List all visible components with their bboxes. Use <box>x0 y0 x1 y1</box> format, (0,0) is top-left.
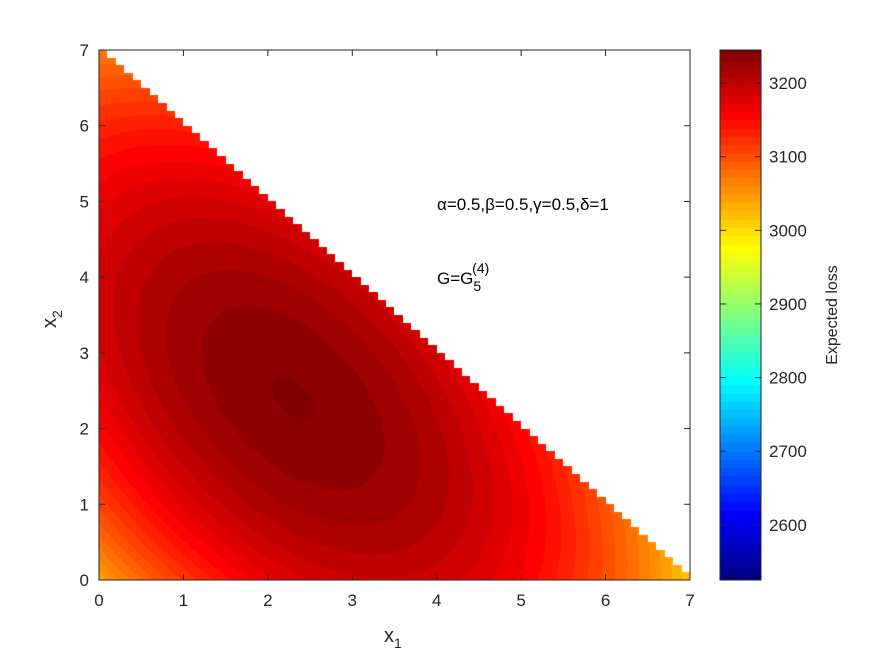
colorbar-label: Expected loss <box>824 265 841 365</box>
colorbar-tick-label: 3200 <box>769 74 807 93</box>
x-tick-label: 4 <box>432 591 441 610</box>
heatmap-surface <box>99 50 690 580</box>
y-tick-label: 0 <box>80 571 89 590</box>
x-tick-label: 6 <box>601 591 610 610</box>
x-tick-label: 1 <box>179 591 188 610</box>
colorbar-gradient <box>720 50 761 580</box>
x-tick-label: 0 <box>94 591 103 610</box>
x-tick-label: 7 <box>685 591 694 610</box>
parameter-annotation: α=0.5,β=0.5,γ=0.5,δ=1 <box>437 195 609 214</box>
y-tick-label: 7 <box>80 41 89 60</box>
plot-frame <box>98 49 691 581</box>
colorbar: 2600 2700 2800 2900 3000 3100 3200 Expected lo… <box>719 49 841 581</box>
colorbar-tick-label: 2700 <box>769 442 807 461</box>
colorbar-tick-label: 3100 <box>769 148 807 167</box>
colorbar-frame <box>719 49 762 581</box>
colorbar-tick-label: 2900 <box>769 295 807 314</box>
y-tick-label: 6 <box>80 117 89 136</box>
x-axis: 0 1 2 3 4 5 6 7 <box>94 50 695 610</box>
colorbar-ticks: 2600 2700 2800 2900 3000 3100 3200 <box>720 74 807 535</box>
y-tick-label: 5 <box>80 192 89 211</box>
x-axis-label: x1 <box>384 625 402 651</box>
colorbar-tick-label: 2600 <box>769 516 807 535</box>
y-tick-label: 3 <box>80 344 89 363</box>
y-tick-label: 4 <box>80 268 89 287</box>
x-tick-label: 2 <box>263 591 272 610</box>
x-tick-label: 5 <box>516 591 525 610</box>
g-annotation: G=G5(4) <box>437 260 489 294</box>
y-axis: 0 1 2 3 4 5 6 7 <box>80 41 690 590</box>
y-tick-label: 2 <box>80 420 89 439</box>
colorbar-tick-label: 2800 <box>769 369 807 388</box>
x-tick-label: 3 <box>348 591 357 610</box>
heatmap-layer <box>99 50 690 580</box>
y-tick-label: 1 <box>80 495 89 514</box>
plot-area <box>98 49 691 581</box>
y-axis-label: x2 <box>39 310 65 328</box>
colorbar-tick-label: 3000 <box>769 221 807 240</box>
